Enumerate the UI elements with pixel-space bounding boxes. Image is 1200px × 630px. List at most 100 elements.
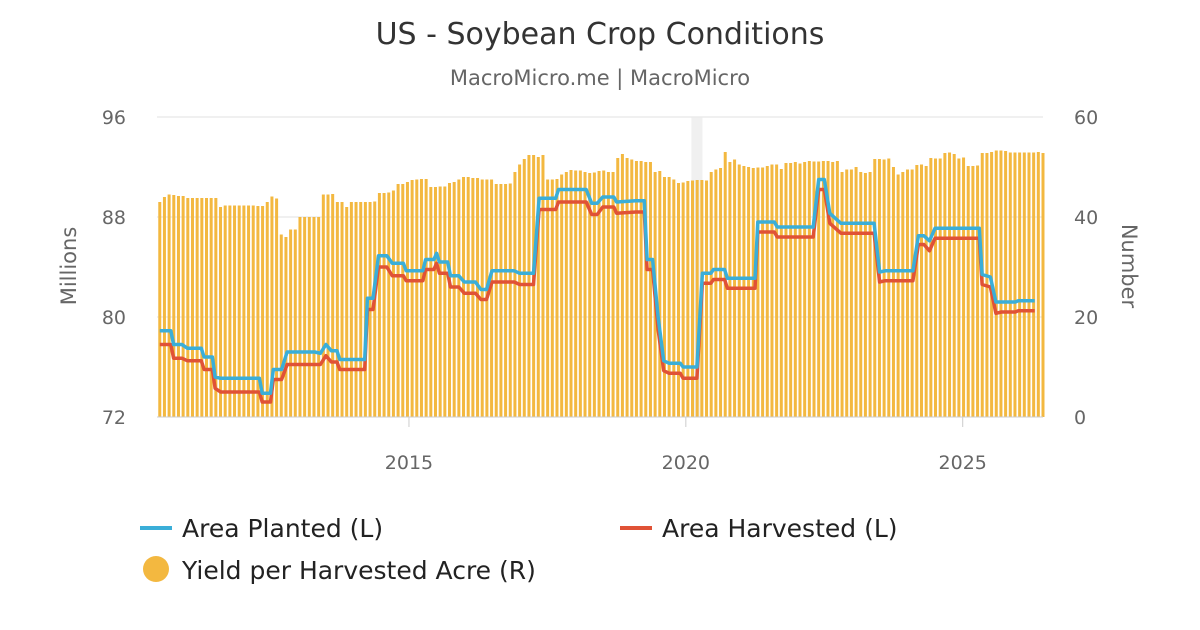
yield-bar <box>317 217 321 417</box>
yield-bar <box>508 183 512 417</box>
yield-bar <box>943 153 947 417</box>
yield-bar <box>494 184 498 417</box>
yield-bar <box>588 173 592 417</box>
y-left-tick-label: 88 <box>102 207 126 229</box>
yield-bar <box>751 168 755 417</box>
yield-bar <box>901 172 905 417</box>
yield-bar <box>817 161 821 417</box>
yield-bar <box>719 168 723 417</box>
yield-bar <box>176 196 180 417</box>
yield-bar <box>396 184 400 417</box>
yield-bar <box>821 161 825 417</box>
yield-bar <box>382 193 386 417</box>
yield-bar <box>546 179 550 417</box>
y-right-tick-label: 40 <box>1074 207 1098 229</box>
yield-bar <box>672 179 676 417</box>
yield-bar <box>536 157 540 417</box>
yield-bar <box>625 158 629 417</box>
yield-bar <box>433 187 437 417</box>
yield-bar <box>162 197 166 417</box>
yield-bar <box>256 206 260 417</box>
yield-bar <box>775 164 779 417</box>
yield-bar <box>602 170 606 417</box>
yield-bar <box>513 172 517 417</box>
yield-bar <box>237 205 241 417</box>
yield-bar <box>887 158 891 417</box>
yield-bar <box>709 172 713 417</box>
yield-bar <box>233 205 237 417</box>
yield-bar <box>845 169 849 417</box>
yield-bar <box>859 172 863 417</box>
legend-item-area-harvested[interactable]: Area Harvested (L) <box>620 514 898 543</box>
yield-bar <box>387 192 391 417</box>
yield-bar <box>522 159 526 417</box>
yield-bar <box>172 195 176 417</box>
yield-bar <box>695 180 699 417</box>
yield-bar <box>569 170 573 417</box>
yield-bar <box>209 198 213 417</box>
yield-bar <box>279 234 283 417</box>
yield-bar <box>789 163 793 417</box>
yield-bar <box>443 186 447 417</box>
yield-bar <box>247 205 251 417</box>
yield-bar <box>1013 152 1017 417</box>
yield-bar <box>966 166 970 417</box>
yield-bar <box>261 206 265 417</box>
yield-bar <box>331 194 335 417</box>
yield-bar <box>415 179 419 417</box>
yield-bar <box>705 180 709 417</box>
yield-bar <box>784 163 788 417</box>
legend-item-yield[interactable]: Yield per Harvested Acre (R) <box>143 556 536 585</box>
yield-bar <box>691 180 695 417</box>
yield-bar <box>499 184 503 417</box>
legend-item-area-planted[interactable]: Area Planted (L) <box>140 514 383 543</box>
yield-bar <box>924 166 928 417</box>
yield-bar <box>1008 152 1012 417</box>
yield-bar <box>359 202 363 417</box>
yield-bar <box>223 205 227 417</box>
yield-bar <box>452 182 456 417</box>
yield-bar <box>298 217 302 417</box>
yield-bar <box>284 237 288 417</box>
yield-bar <box>667 177 671 417</box>
yield-bar <box>200 198 204 417</box>
yield-bar <box>349 202 353 417</box>
yield-bar <box>462 177 466 417</box>
y-right-axis-title: Number <box>1117 224 1141 309</box>
yield-bar <box>606 172 610 417</box>
yield-bar <box>354 202 358 417</box>
yield-bars <box>158 150 1045 417</box>
yield-bar <box>676 183 680 417</box>
yield-bar <box>934 158 938 417</box>
yield-bar <box>999 150 1003 417</box>
yield-bar <box>307 217 311 417</box>
yield-bar <box>555 179 559 417</box>
yield-bar <box>877 159 881 417</box>
yield-bar <box>807 161 811 417</box>
yield-bar <box>583 172 587 417</box>
legend-label: Area Harvested (L) <box>662 514 898 543</box>
yield-bar <box>616 158 620 417</box>
yield-bar <box>919 164 923 417</box>
yield-bar <box>648 162 652 417</box>
yield-bar <box>896 174 900 417</box>
yield-bar <box>1036 152 1040 417</box>
yield-bar <box>793 162 797 417</box>
yield-bar <box>798 163 802 417</box>
yield-bar <box>560 174 564 417</box>
yield-bar <box>1004 151 1008 417</box>
yield-bar <box>471 178 475 417</box>
yield-bar <box>457 179 461 417</box>
yield-bar <box>831 162 835 417</box>
yield-bar <box>849 169 853 417</box>
yield-bar <box>405 182 409 417</box>
yield-bar <box>915 165 919 417</box>
yield-bar <box>835 161 839 417</box>
yield-bar <box>812 161 816 417</box>
yield-bar <box>611 172 615 417</box>
yield-bar <box>419 179 423 417</box>
chart-subtitle: MacroMicro.me | MacroMicro <box>450 66 750 91</box>
yield-bar <box>994 150 998 417</box>
yield-bar <box>275 198 279 417</box>
